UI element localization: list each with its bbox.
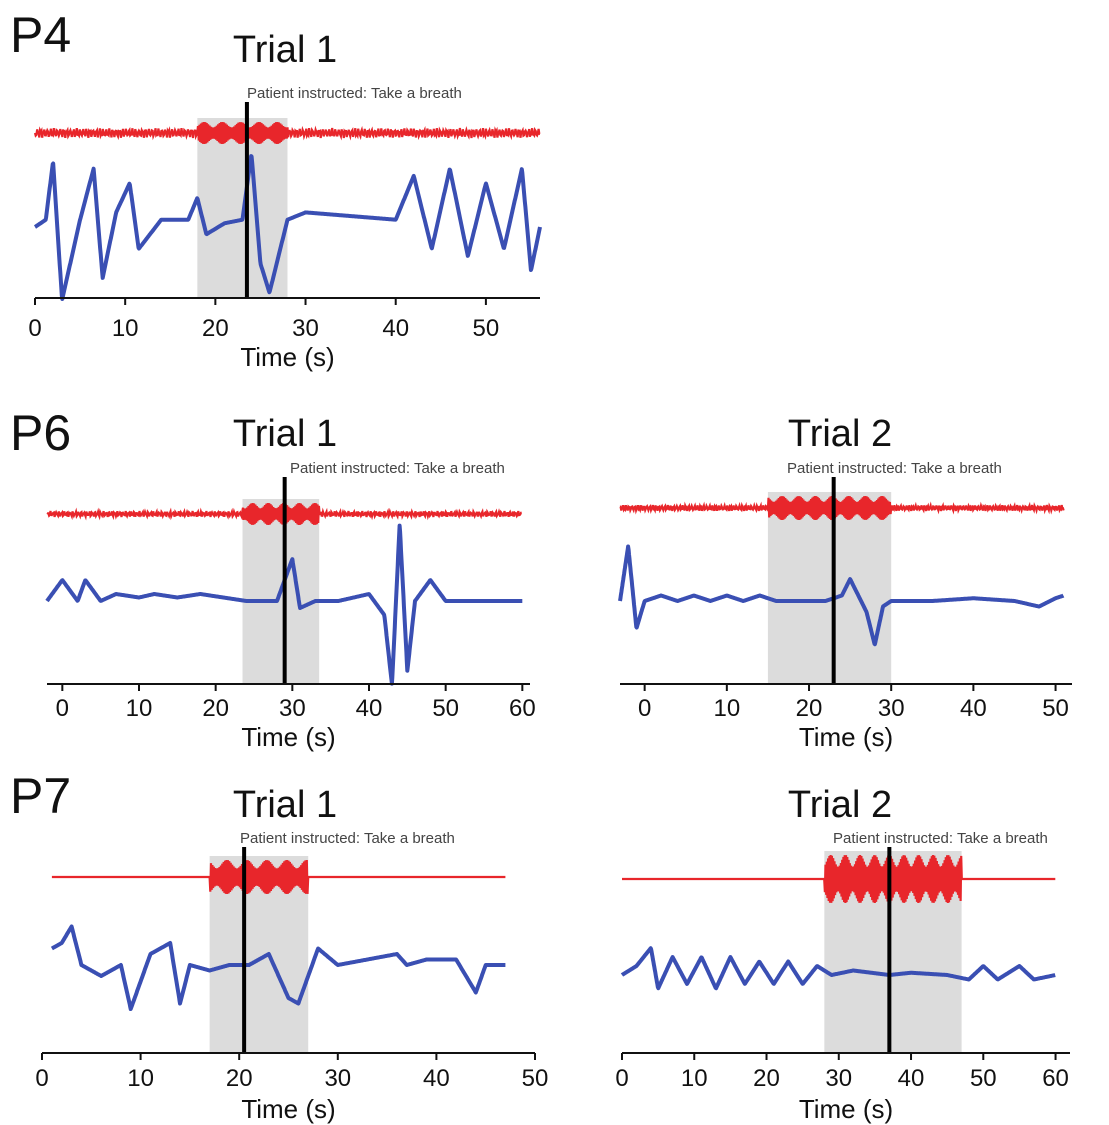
x-tick-label: 50	[970, 1065, 997, 1092]
x-axis-label: Time (s)	[799, 1094, 893, 1124]
x-tick-label: 60	[509, 695, 536, 722]
x-tick-label: 30	[292, 315, 319, 342]
lower-trace-line	[618, 544, 1065, 647]
panel-p7-trial-1: Patient instructed: Take a breath Trial 1…	[35, 784, 548, 1124]
x-tick-label: 10	[126, 695, 153, 722]
shaded-window	[767, 492, 892, 684]
x-tick-label: 10	[713, 695, 740, 722]
x-tick-label: 50	[1042, 695, 1069, 722]
panel-p6-trial-2: Patient instructed: Take a breath Trial 2…	[618, 413, 1072, 752]
x-tick-label: 30	[878, 695, 905, 722]
x-axis-label: Time (s)	[241, 1094, 335, 1124]
instruction-annotation: Patient instructed: Take a breath	[240, 830, 455, 847]
x-tick-label: 50	[432, 695, 459, 722]
x-tick-label: 0	[28, 315, 41, 342]
panel-title: Trial 2	[788, 784, 892, 826]
x-tick-label: 30	[825, 1065, 852, 1092]
x-tick-label: 20	[753, 1065, 780, 1092]
row-label-p6: P6	[10, 405, 71, 461]
x-axis-label: Time (s)	[240, 342, 334, 372]
x-tick-label: 0	[56, 695, 69, 722]
lower-trace-line	[620, 946, 1057, 991]
lower-trace-line	[50, 924, 507, 1011]
x-tick-label: 60	[1042, 1065, 1069, 1092]
x-tick-label: 10	[681, 1065, 708, 1092]
panel-p7-trial-2: Patient instructed: Take a breath Trial 2…	[615, 784, 1070, 1124]
row-label-p4: P4	[10, 7, 71, 63]
upper-trace-line	[622, 854, 1056, 904]
panel-p4-trial-1: Patient instructed: Take a breath Trial 1…	[28, 29, 542, 372]
x-tick-label: 0	[638, 695, 651, 722]
panels: Patient instructed: Take a breath Trial 1…	[28, 29, 1072, 1124]
panel-title: Trial 2	[788, 413, 892, 455]
x-tick-label: 20	[202, 315, 229, 342]
x-tick-label: 40	[423, 1065, 450, 1092]
lower-trace-line	[33, 154, 542, 301]
x-tick-label: 40	[898, 1065, 925, 1092]
panel-p6-trial-1: Patient instructed: Take a breath Trial 1…	[45, 413, 536, 752]
x-tick-label: 20	[226, 1065, 253, 1092]
x-tick-label: 30	[279, 695, 306, 722]
row-label-p7: P7	[10, 768, 71, 824]
panel-title: Trial 1	[233, 784, 337, 826]
upper-trace-line	[33, 121, 541, 145]
x-tick-label: 40	[356, 695, 383, 722]
instruction-annotation: Patient instructed: Take a breath	[787, 460, 1002, 477]
x-tick-label: 10	[127, 1065, 154, 1092]
panel-title: Trial 1	[233, 29, 337, 71]
panel-title: Trial 1	[233, 413, 337, 455]
instruction-annotation: Patient instructed: Take a breath	[290, 460, 505, 477]
x-axis-label: Time (s)	[241, 722, 335, 752]
upper-trace-line	[51, 859, 506, 895]
instruction-annotation: Patient instructed: Take a breath	[247, 85, 462, 102]
x-tick-label: 40	[382, 315, 409, 342]
instruction-annotation: Patient instructed: Take a breath	[833, 830, 1048, 847]
x-tick-label: 40	[960, 695, 987, 722]
x-tick-label: 20	[202, 695, 229, 722]
x-tick-label: 0	[615, 1065, 628, 1092]
x-tick-label: 50	[473, 315, 500, 342]
x-tick-label: 30	[324, 1065, 351, 1092]
upper-trace-line	[619, 495, 1065, 521]
x-axis-label: Time (s)	[799, 722, 893, 752]
x-tick-label: 20	[796, 695, 823, 722]
x-tick-label: 10	[112, 315, 139, 342]
x-tick-label: 50	[522, 1065, 549, 1092]
x-tick-label: 0	[35, 1065, 48, 1092]
